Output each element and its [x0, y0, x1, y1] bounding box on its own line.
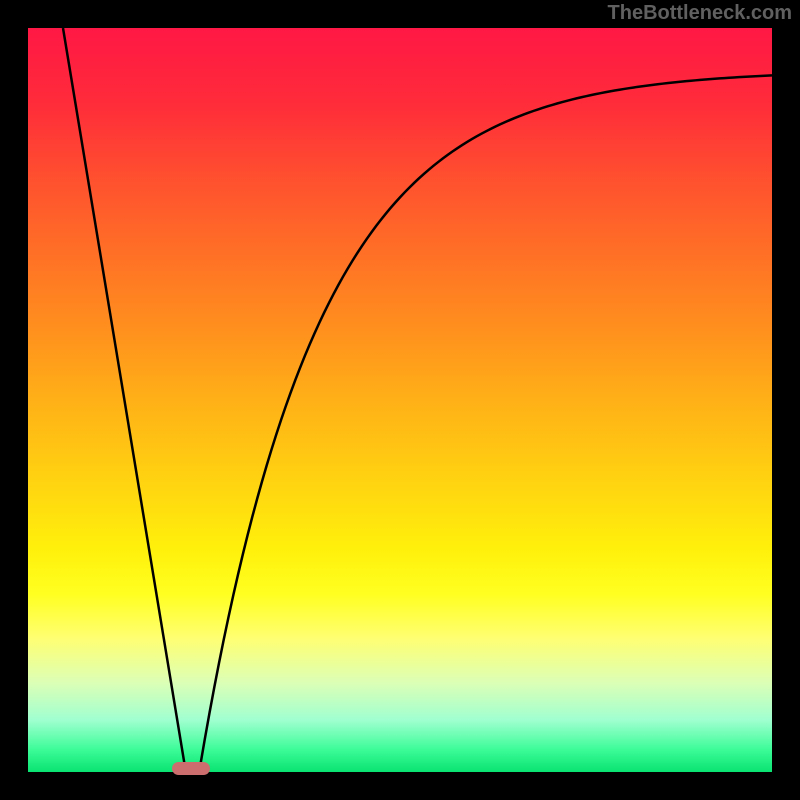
- chart-curves: [28, 28, 772, 772]
- valley-marker: [172, 762, 210, 775]
- right-asymptotic-curve: [200, 75, 772, 767]
- chart-plot-area: [28, 28, 772, 772]
- watermark-text: TheBottleneck.com: [608, 2, 792, 25]
- left-line-curve: [63, 28, 185, 767]
